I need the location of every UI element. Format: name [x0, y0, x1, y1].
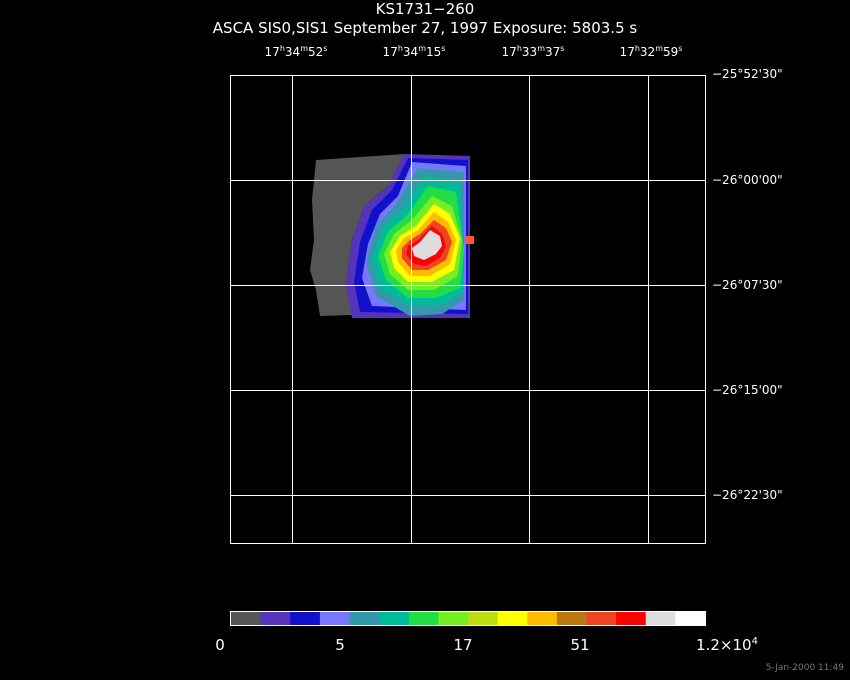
colorbar-label: 17 — [453, 636, 473, 654]
dec-tick-label: −26°00'00" — [712, 173, 783, 187]
colorbar-label-max: 1.2×104 — [696, 636, 758, 654]
colorbar-swatch — [586, 612, 617, 625]
colorbar-swatch — [349, 612, 380, 625]
colorbar-label-min: 0 — [215, 636, 225, 654]
colorbar-swatch — [497, 612, 528, 625]
image-peak — [412, 230, 442, 260]
dec-tick-label: −26°15'00" — [712, 383, 783, 397]
colorbar-label: 5 — [335, 636, 345, 654]
colorbar-label: 51 — [570, 636, 590, 654]
colorbar-swatch — [290, 612, 321, 625]
colorbar-swatch — [527, 612, 558, 625]
ra-tick-label: 17h33m37s — [501, 44, 565, 59]
ra-tick-label: 17h32m59s — [619, 44, 683, 59]
colorbar-swatch — [231, 612, 262, 625]
timestamp: 5-Jan-2000 11:49 — [765, 663, 844, 673]
plot-frame — [230, 75, 706, 544]
dec-tick-label: −25°52'30" — [712, 67, 783, 81]
ra-tick-label: 17h34m15s — [382, 44, 446, 59]
colorbar-swatch — [260, 612, 291, 625]
dec-tick-label: −26°22'30" — [712, 488, 783, 502]
image-artifact — [466, 236, 474, 244]
ra-tick-label: 17h34m52s — [264, 44, 328, 59]
colorbar-swatch — [556, 612, 588, 625]
colorbar-frame — [230, 611, 706, 626]
image-low-level — [310, 154, 405, 316]
coordinate-grid — [230, 75, 706, 544]
xray-intensity-image — [310, 154, 474, 318]
colorbar-swatch — [438, 612, 469, 625]
colorbar-swatch — [408, 612, 439, 625]
colorbar — [231, 612, 706, 625]
dec-tick-label: −26°07'30" — [712, 278, 783, 292]
colorbar-swatch — [379, 612, 410, 625]
colorbar-swatch — [468, 612, 499, 625]
colorbar-swatch — [675, 612, 706, 625]
colorbar-swatch — [645, 612, 676, 625]
plot-subtitle: ASCA SIS0,SIS1 September 27, 1997 Exposu… — [212, 19, 638, 37]
colorbar-swatch — [616, 612, 647, 625]
colorbar-swatch — [319, 612, 351, 625]
plot-title: KS1731−260 — [375, 0, 475, 18]
